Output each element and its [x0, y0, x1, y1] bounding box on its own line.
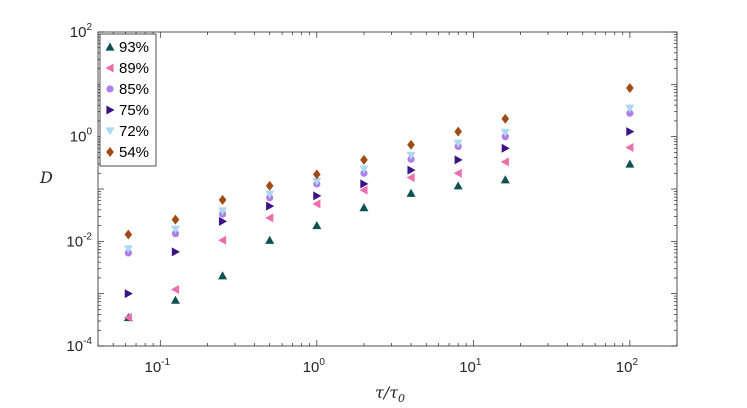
data-point-75pct [124, 289, 133, 299]
data-point-54pct [218, 194, 227, 205]
data-point-72pct [625, 104, 635, 113]
data-point-89pct [500, 157, 509, 167]
data-point-75pct [454, 155, 463, 165]
data-point-72pct [312, 177, 322, 186]
legend: 93% 89% 85% 75% 72% 54% [99, 33, 157, 167]
legend-label: 93% [119, 39, 149, 56]
legend-marker-89pct [105, 63, 114, 73]
x-tick-label: 102 [616, 357, 639, 376]
x-tick-label-base: 10 [616, 359, 633, 376]
data-point-54pct [501, 113, 510, 124]
x-tick-label: 100 [303, 357, 326, 376]
data-point-54pct [171, 214, 180, 225]
data-point-75pct [266, 201, 275, 211]
data-point-75pct [407, 165, 416, 175]
data-point-89pct [625, 143, 634, 153]
data-point-54pct [626, 83, 634, 93]
x-tick-label-base: 10 [144, 359, 161, 376]
x-tick-label-base: 10 [303, 359, 320, 376]
legend-marker-54pct [106, 147, 114, 157]
y-tick-label-exponent: 2 [86, 22, 92, 33]
data-point-54pct [360, 154, 368, 165]
legend-label: 54% [119, 144, 149, 161]
data-point-85pct [626, 109, 634, 117]
legend-label: 75% [119, 102, 149, 119]
data-point-75pct [313, 191, 322, 201]
data-point-93pct [312, 221, 322, 230]
data-point-72pct [123, 245, 133, 254]
y-tick-label-base: 10 [66, 338, 83, 355]
legend-marker-72pct [105, 127, 115, 136]
x-tick-label-exponent: 1 [476, 357, 482, 368]
data-point-54pct [454, 126, 463, 137]
x-tick-label: 101 [459, 357, 482, 376]
data-point-93pct [265, 235, 275, 244]
data-point-89pct [453, 168, 462, 178]
data-point-72pct [406, 151, 416, 160]
y-tick-label: 102 [70, 22, 93, 41]
data-point-93pct [218, 271, 228, 280]
plot-area [98, 32, 677, 346]
x-tick-label-exponent: 2 [632, 357, 638, 368]
data-point-93pct [406, 188, 416, 197]
data-point-72pct [170, 225, 180, 234]
y-tick-label: 10-4 [66, 336, 92, 355]
y-tick-label-base: 10 [70, 24, 87, 41]
data-point-93pct [359, 203, 369, 212]
data-point-75pct [626, 127, 635, 137]
data-point-89pct [359, 185, 368, 195]
data-point-72pct [453, 139, 463, 148]
data-point-72pct [359, 165, 369, 174]
data-point-93pct [453, 181, 463, 190]
data-point-54pct [312, 169, 321, 180]
data-point-72pct [265, 190, 275, 199]
data-point-93pct [625, 159, 635, 168]
y-tick-label: 10-2 [66, 231, 92, 250]
x-tick-label: 10-1 [144, 357, 170, 376]
y-tick-label-exponent: 0 [86, 127, 92, 138]
data-point-72pct [218, 207, 228, 216]
data-point-54pct [407, 139, 415, 150]
data-point-54pct [124, 229, 133, 240]
data-point-75pct [501, 143, 510, 153]
data-point-75pct [360, 179, 369, 189]
data-point-93pct [500, 175, 510, 184]
data-point-89pct [123, 313, 132, 323]
x-axis-label: τ/τ0 [375, 383, 405, 405]
legend-label: 85% [119, 81, 149, 98]
y-axis-label: D [39, 168, 53, 187]
data-point-93pct [170, 295, 180, 304]
data-points [123, 83, 635, 323]
legend-label: 89% [119, 60, 149, 77]
x-tick-label-exponent: 0 [319, 357, 325, 368]
data-point-89pct [312, 199, 321, 209]
y-tick-label-base: 10 [70, 129, 87, 146]
data-point-54pct [265, 180, 274, 191]
y-tick-label-exponent: -4 [83, 336, 92, 347]
legend-marker-85pct [106, 85, 114, 93]
data-point-89pct [406, 173, 415, 183]
plot-frame [97, 31, 678, 347]
y-tick-label-base: 10 [66, 233, 83, 250]
legend-marker-75pct [106, 105, 115, 115]
data-point-75pct [218, 216, 228, 226]
x-axis-label-subscript: 0 [398, 392, 405, 405]
y-tick-label-exponent: -2 [83, 231, 92, 242]
data-point-89pct [265, 213, 274, 223]
legend-box [99, 33, 157, 167]
y-tick-label: 100 [70, 127, 93, 146]
x-tick-label-exponent: -1 [161, 357, 170, 368]
x-axis-label-tau: τ/τ [375, 383, 399, 402]
legend-label: 72% [119, 123, 149, 140]
data-point-72pct [500, 128, 510, 138]
x-tick-label-base: 10 [459, 359, 476, 376]
data-point-89pct [170, 285, 180, 295]
data-point-89pct [218, 235, 227, 245]
data-point-75pct [171, 247, 180, 257]
legend-marker-93pct [105, 42, 115, 51]
